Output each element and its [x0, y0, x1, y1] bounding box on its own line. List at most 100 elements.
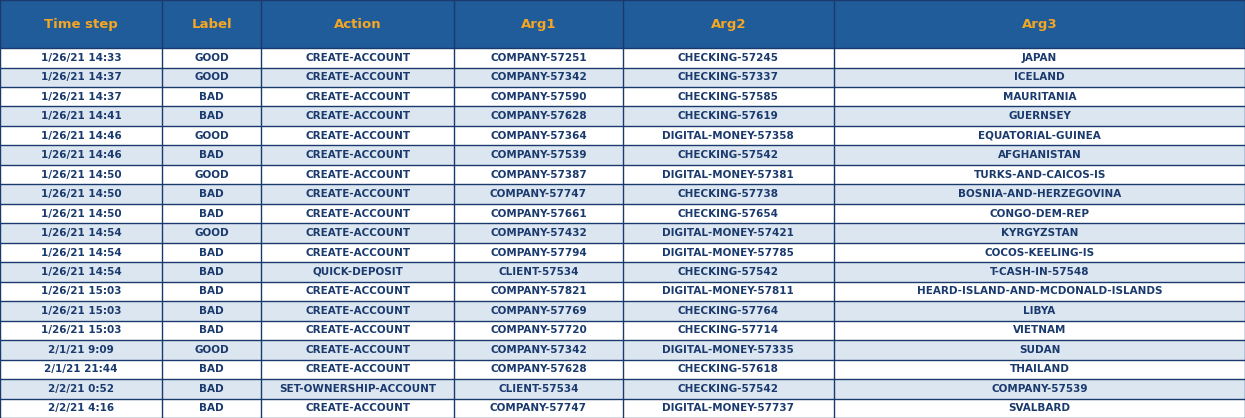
Bar — [162, 359, 261, 379]
Text: CHECKING-57542: CHECKING-57542 — [677, 150, 779, 160]
Bar — [0, 301, 162, 321]
Bar — [454, 243, 622, 262]
Bar — [622, 359, 834, 379]
Bar — [162, 68, 261, 87]
Text: Arg3: Arg3 — [1022, 18, 1057, 31]
Text: BAD: BAD — [199, 247, 224, 257]
Text: 1/26/21 14:54: 1/26/21 14:54 — [41, 267, 121, 277]
Bar — [834, 398, 1245, 418]
Bar — [0, 340, 162, 359]
Text: CREATE-ACCOUNT: CREATE-ACCOUNT — [305, 92, 411, 102]
Bar — [622, 184, 834, 204]
Text: Time step: Time step — [44, 18, 118, 31]
Text: CREATE-ACCOUNT: CREATE-ACCOUNT — [305, 131, 411, 141]
Bar — [454, 68, 622, 87]
Text: CREATE-ACCOUNT: CREATE-ACCOUNT — [305, 247, 411, 257]
Text: 1/26/21 14:37: 1/26/21 14:37 — [41, 92, 121, 102]
Text: 1/26/21 14:54: 1/26/21 14:54 — [41, 228, 121, 238]
Text: COMPANY-57821: COMPANY-57821 — [491, 286, 586, 296]
Bar — [834, 204, 1245, 223]
Bar — [834, 87, 1245, 107]
Text: CHECKING-57337: CHECKING-57337 — [677, 72, 779, 82]
Bar — [622, 321, 834, 340]
Text: CLIENT-57534: CLIENT-57534 — [498, 267, 579, 277]
Text: 1/26/21 14:50: 1/26/21 14:50 — [41, 170, 121, 180]
Text: BAD: BAD — [199, 325, 224, 335]
Text: 2/2/21 4:16: 2/2/21 4:16 — [47, 403, 115, 413]
Text: JAPAN: JAPAN — [1022, 53, 1057, 63]
Text: Label: Label — [192, 18, 232, 31]
Text: GOOD: GOOD — [194, 53, 229, 63]
Bar — [0, 165, 162, 184]
Bar — [834, 262, 1245, 282]
Text: TURKS-AND-CAICOS-IS: TURKS-AND-CAICOS-IS — [974, 170, 1106, 180]
Bar — [834, 379, 1245, 398]
Bar — [261, 321, 454, 340]
Bar — [261, 379, 454, 398]
Bar — [0, 68, 162, 87]
Text: COMPANY-57342: COMPANY-57342 — [491, 345, 586, 355]
Text: COMPANY-57539: COMPANY-57539 — [991, 384, 1088, 394]
Text: COMPANY-57628: COMPANY-57628 — [491, 364, 586, 375]
Text: 1/26/21 15:03: 1/26/21 15:03 — [41, 306, 121, 316]
Bar — [454, 282, 622, 301]
Text: 1/26/21 15:03: 1/26/21 15:03 — [41, 286, 121, 296]
Text: 1/26/21 14:50: 1/26/21 14:50 — [41, 209, 121, 219]
Bar — [834, 165, 1245, 184]
Bar — [834, 48, 1245, 68]
Bar — [454, 184, 622, 204]
Bar — [834, 243, 1245, 262]
Text: BAD: BAD — [199, 403, 224, 413]
Text: COMPANY-57590: COMPANY-57590 — [491, 92, 586, 102]
Bar — [0, 223, 162, 243]
Bar — [162, 107, 261, 126]
Bar — [0, 321, 162, 340]
Bar — [834, 0, 1245, 48]
Bar — [834, 321, 1245, 340]
Text: COMPANY-57794: COMPANY-57794 — [491, 247, 586, 257]
Text: Action: Action — [334, 18, 382, 31]
Text: T-CASH-IN-57548: T-CASH-IN-57548 — [990, 267, 1089, 277]
Text: SVALBARD: SVALBARD — [1008, 403, 1071, 413]
Bar — [0, 262, 162, 282]
Bar — [622, 262, 834, 282]
Bar — [834, 301, 1245, 321]
Text: GOOD: GOOD — [194, 228, 229, 238]
Text: CHECKING-57585: CHECKING-57585 — [677, 92, 779, 102]
Bar — [261, 301, 454, 321]
Bar — [0, 243, 162, 262]
Text: MAURITANIA: MAURITANIA — [1002, 92, 1077, 102]
Bar — [622, 107, 834, 126]
Bar — [622, 68, 834, 87]
Text: 1/26/21 14:54: 1/26/21 14:54 — [41, 247, 121, 257]
Bar — [622, 165, 834, 184]
Bar — [0, 398, 162, 418]
Text: GOOD: GOOD — [194, 72, 229, 82]
Text: AFGHANISTAN: AFGHANISTAN — [997, 150, 1082, 160]
Bar — [261, 87, 454, 107]
Bar — [454, 145, 622, 165]
Text: CREATE-ACCOUNT: CREATE-ACCOUNT — [305, 228, 411, 238]
Bar — [261, 126, 454, 145]
Bar — [622, 204, 834, 223]
Bar — [261, 262, 454, 282]
Text: CREATE-ACCOUNT: CREATE-ACCOUNT — [305, 150, 411, 160]
Bar — [261, 204, 454, 223]
Bar — [162, 262, 261, 282]
Bar — [622, 48, 834, 68]
Bar — [261, 282, 454, 301]
Bar — [0, 379, 162, 398]
Bar — [0, 282, 162, 301]
Bar — [454, 204, 622, 223]
Bar — [162, 340, 261, 359]
Bar — [454, 321, 622, 340]
Bar — [261, 398, 454, 418]
Bar — [454, 340, 622, 359]
Bar — [622, 282, 834, 301]
Bar — [261, 107, 454, 126]
Text: GOOD: GOOD — [194, 345, 229, 355]
Bar — [834, 223, 1245, 243]
Bar — [0, 145, 162, 165]
Bar — [622, 301, 834, 321]
Bar — [261, 48, 454, 68]
